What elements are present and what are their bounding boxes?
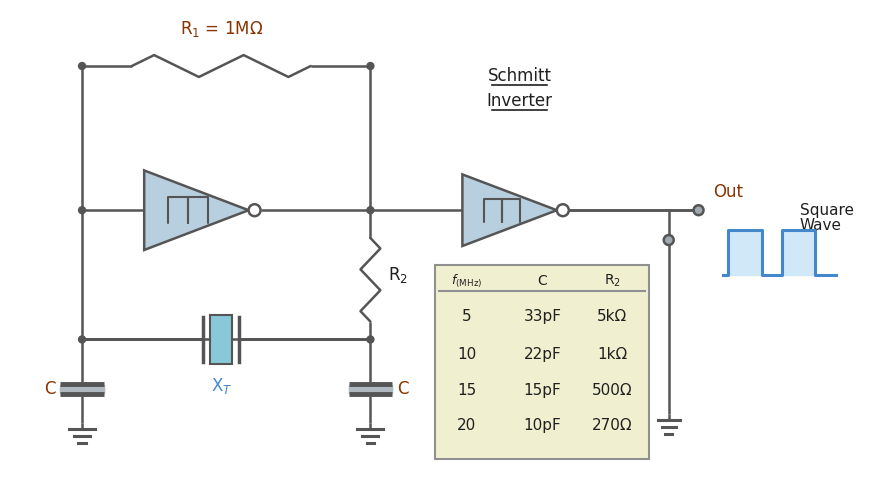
Text: X$_T$: X$_T$ xyxy=(210,376,232,396)
Circle shape xyxy=(557,204,569,216)
Text: Schmitt: Schmitt xyxy=(488,67,551,85)
Polygon shape xyxy=(144,170,249,250)
Text: 5kΩ: 5kΩ xyxy=(597,309,627,324)
Circle shape xyxy=(78,336,85,343)
Text: Inverter: Inverter xyxy=(487,92,552,110)
Text: C: C xyxy=(398,380,409,398)
Circle shape xyxy=(367,63,374,70)
Text: 270Ω: 270Ω xyxy=(591,418,632,434)
Text: C: C xyxy=(537,274,547,288)
Text: 15pF: 15pF xyxy=(524,383,561,398)
Circle shape xyxy=(78,63,85,70)
Text: 5: 5 xyxy=(462,309,472,324)
Text: Wave: Wave xyxy=(800,218,842,233)
Text: 22pF: 22pF xyxy=(524,347,561,362)
Text: 15: 15 xyxy=(457,383,477,398)
Text: C: C xyxy=(44,380,56,398)
Text: Square: Square xyxy=(800,203,854,218)
FancyBboxPatch shape xyxy=(435,265,649,459)
Text: R$_2$: R$_2$ xyxy=(604,273,621,289)
Text: 1kΩ: 1kΩ xyxy=(597,347,627,362)
Circle shape xyxy=(367,206,374,214)
Circle shape xyxy=(78,206,85,214)
Text: Out: Out xyxy=(713,183,743,202)
Text: 10pF: 10pF xyxy=(524,418,561,434)
Bar xyxy=(210,315,232,365)
Circle shape xyxy=(694,205,703,215)
Text: 10: 10 xyxy=(457,347,477,362)
Text: R$_1$ = 1MΩ: R$_1$ = 1MΩ xyxy=(179,19,263,39)
Text: 500Ω: 500Ω xyxy=(591,383,632,398)
Circle shape xyxy=(663,235,674,245)
Text: 20: 20 xyxy=(457,418,477,434)
Polygon shape xyxy=(463,174,557,246)
Circle shape xyxy=(367,336,374,343)
Text: f$_{\mathsf{(MHz)}}$: f$_{\mathsf{(MHz)}}$ xyxy=(451,272,482,289)
Text: 33pF: 33pF xyxy=(523,309,561,324)
Text: R$_2$: R$_2$ xyxy=(388,265,408,285)
Circle shape xyxy=(249,204,260,216)
